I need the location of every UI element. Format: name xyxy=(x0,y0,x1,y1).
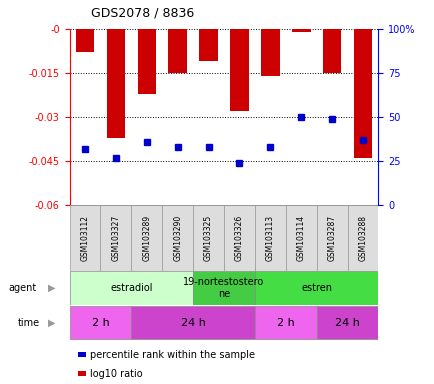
Bar xyxy=(137,29,156,94)
Bar xyxy=(76,29,94,52)
Text: GSM103290: GSM103290 xyxy=(173,215,182,261)
Bar xyxy=(131,306,254,339)
Bar xyxy=(230,29,248,111)
Text: GSM103325: GSM103325 xyxy=(204,215,213,261)
Bar xyxy=(193,271,254,305)
Text: estradiol: estradiol xyxy=(110,283,152,293)
Text: GSM103289: GSM103289 xyxy=(142,215,151,261)
Text: ▶: ▶ xyxy=(48,318,56,328)
Bar xyxy=(168,29,187,73)
Text: GSM103113: GSM103113 xyxy=(265,215,274,261)
Text: time: time xyxy=(17,318,39,328)
Text: 2 h: 2 h xyxy=(276,318,294,328)
Text: estren: estren xyxy=(300,283,332,293)
Bar xyxy=(100,205,131,271)
Bar xyxy=(285,205,316,271)
Bar xyxy=(224,205,254,271)
Bar xyxy=(69,271,193,305)
Bar xyxy=(162,205,193,271)
Bar xyxy=(69,205,100,271)
Text: 2 h: 2 h xyxy=(92,318,109,328)
Text: GDS2078 / 8836: GDS2078 / 8836 xyxy=(91,6,194,19)
Text: GSM103326: GSM103326 xyxy=(234,215,243,261)
Bar xyxy=(291,29,310,32)
Bar xyxy=(254,205,285,271)
Bar xyxy=(69,306,131,339)
Bar xyxy=(316,306,378,339)
Text: GSM103112: GSM103112 xyxy=(80,215,89,261)
Text: log10 ratio: log10 ratio xyxy=(90,369,143,379)
Text: GSM103287: GSM103287 xyxy=(327,215,336,261)
Bar xyxy=(316,205,347,271)
Text: 24 h: 24 h xyxy=(180,318,205,328)
Bar xyxy=(254,271,378,305)
Bar xyxy=(254,306,316,339)
Bar xyxy=(193,205,224,271)
Text: GSM103288: GSM103288 xyxy=(358,215,367,261)
Text: GSM103114: GSM103114 xyxy=(296,215,305,261)
Text: 19-nortestostero
ne: 19-nortestostero ne xyxy=(183,277,264,299)
Text: percentile rank within the sample: percentile rank within the sample xyxy=(90,349,255,360)
Bar xyxy=(199,29,217,61)
Text: agent: agent xyxy=(9,283,37,293)
Text: ▶: ▶ xyxy=(48,283,56,293)
Bar xyxy=(322,29,341,73)
Bar xyxy=(260,29,279,76)
Bar xyxy=(131,205,162,271)
Bar xyxy=(347,205,378,271)
Bar xyxy=(106,29,125,138)
Bar xyxy=(353,29,372,158)
Text: GSM103327: GSM103327 xyxy=(111,215,120,261)
Text: 24 h: 24 h xyxy=(334,318,359,328)
